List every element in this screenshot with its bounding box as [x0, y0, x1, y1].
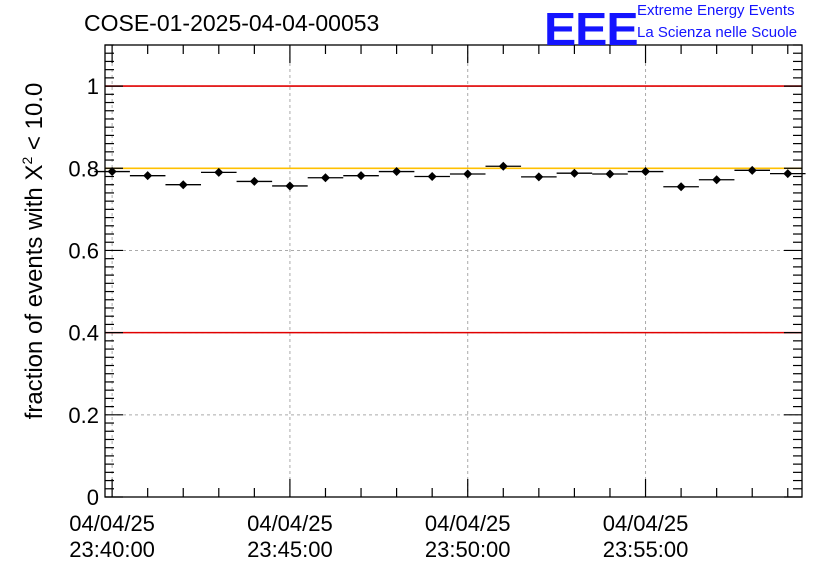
data-points	[94, 161, 806, 192]
data-point	[605, 169, 615, 179]
reference-lines	[105, 85, 802, 334]
y-tick-label: 0.4	[68, 321, 99, 346]
x-tick-label-time: 23:50:00	[425, 537, 511, 562]
x-tick-label-date: 04/04/25	[603, 511, 689, 536]
data-point	[712, 175, 722, 185]
data-point	[534, 172, 544, 182]
data-point	[214, 167, 224, 177]
data-point	[356, 171, 366, 181]
eee-logo: EEE	[544, 3, 639, 55]
data-point	[498, 161, 508, 171]
data-point	[463, 169, 473, 179]
x-tick-label-time: 23:45:00	[247, 537, 333, 562]
y-axis-label: fraction of events with X2 < 10.0	[19, 83, 48, 420]
data-point	[107, 167, 117, 177]
logo-tagline-2: La Scienza nelle Scuole	[637, 24, 798, 41]
data-point	[641, 167, 651, 177]
chart-title: COSE-01-2025-04-04-00053	[84, 10, 380, 36]
tick-labels: 00.20.40.60.8104/04/2523:40:0004/04/2523…	[68, 74, 688, 562]
y-tick-label: 0.6	[68, 238, 99, 263]
x-tick-label-date: 04/04/25	[425, 511, 511, 536]
x-tick-label-date: 04/04/25	[247, 511, 333, 536]
data-point	[676, 182, 686, 192]
data-point	[747, 165, 757, 175]
data-point	[249, 176, 259, 186]
data-point	[178, 180, 188, 190]
x-tick-label-time: 23:40:00	[69, 537, 155, 562]
x-tick-label-date: 04/04/25	[69, 511, 155, 536]
axis-ticks	[105, 44, 802, 498]
x-tick-label-time: 23:55:00	[603, 537, 689, 562]
data-point	[285, 181, 295, 191]
data-point	[143, 171, 153, 181]
logo-tagline-1: Extreme Energy Events	[637, 2, 795, 19]
y-tick-label: 0.8	[68, 156, 99, 181]
data-point	[392, 167, 402, 177]
y-tick-label: 0	[87, 485, 99, 510]
y-tick-label: 1	[87, 74, 99, 99]
data-point	[783, 169, 793, 179]
grid-lines	[105, 45, 802, 497]
y-tick-label: 0.2	[68, 403, 99, 428]
data-point	[569, 168, 579, 178]
data-point	[320, 173, 330, 183]
data-point	[427, 171, 437, 181]
plot-frame	[104, 44, 803, 498]
